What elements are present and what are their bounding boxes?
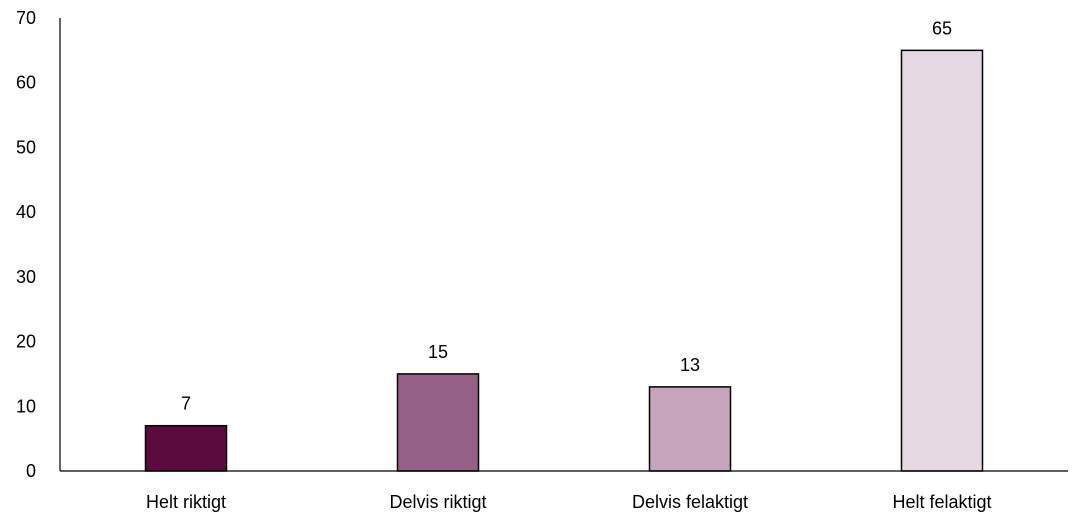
- data-labels-group: 7 15 13 65: [181, 18, 952, 413]
- category-labels-group: Helt riktigt Delvis riktigt Delvis felakti…: [146, 492, 992, 512]
- y-tick-label: 10: [16, 396, 36, 416]
- data-label: 15: [428, 342, 448, 362]
- y-axis-ticks: 0 10 20 30 40 50 60 70: [16, 8, 36, 481]
- bars-group: [144, 49, 984, 472]
- y-tick-label: 70: [16, 8, 36, 28]
- category-label: Delvis riktigt: [389, 492, 486, 512]
- y-tick-label: 60: [16, 73, 36, 93]
- category-label: Helt felaktigt: [892, 492, 991, 512]
- bar: [648, 386, 732, 472]
- bar: [396, 373, 480, 472]
- data-label: 13: [680, 355, 700, 375]
- data-label: 65: [932, 18, 952, 38]
- bar: [144, 424, 228, 472]
- y-tick-label: 50: [16, 137, 36, 157]
- y-tick-label: 20: [16, 332, 36, 352]
- data-label: 7: [181, 394, 191, 414]
- y-tick-label: 40: [16, 202, 36, 222]
- y-tick-label: 0: [26, 461, 36, 481]
- category-label: Helt riktigt: [146, 492, 226, 512]
- bar: [900, 49, 984, 472]
- y-tick-label: 30: [16, 267, 36, 287]
- category-label: Delvis felaktigt: [632, 492, 748, 512]
